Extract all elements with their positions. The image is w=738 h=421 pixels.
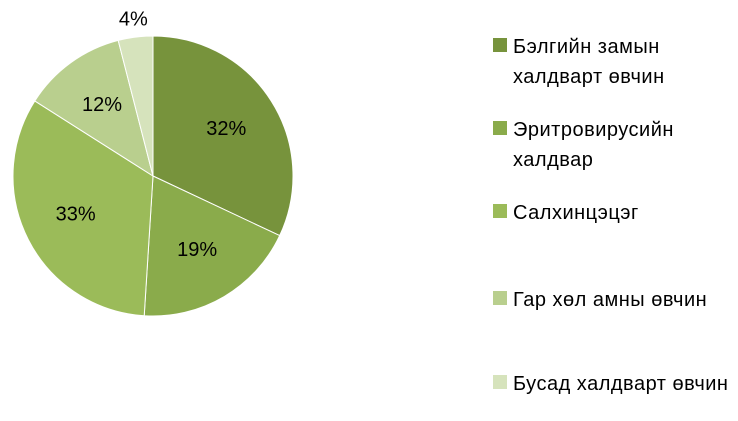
data-label: 32% bbox=[206, 118, 246, 140]
legend-label: Гар хөл амны өвчин bbox=[513, 289, 708, 311]
pie-slice bbox=[12, 100, 154, 317]
data-label: 4% bbox=[119, 9, 148, 31]
legend-swatch bbox=[493, 121, 507, 135]
legend-label: Эритровирусийн халдвар bbox=[513, 119, 674, 171]
pie-slice bbox=[117, 35, 154, 177]
chart: 32% 19% 33% 12% 4% bbox=[12, 9, 294, 317]
pie-slice bbox=[143, 175, 281, 317]
legend-item: Бусад халдварт өвчин bbox=[493, 369, 738, 399]
legend-item: Салхинцэцэг bbox=[493, 198, 738, 228]
data-label: 33% bbox=[56, 204, 96, 226]
data-label: 12% bbox=[82, 94, 122, 116]
legend-item: Эритровирусийн халдвар bbox=[493, 115, 738, 175]
legend-item: Гар хөл амны өвчин bbox=[493, 285, 738, 315]
legend-label: Бэлгийн замын халдварт өвчин bbox=[513, 36, 665, 88]
legend-label: Салхинцэцэг bbox=[513, 202, 639, 224]
pie-slice bbox=[34, 39, 154, 178]
legend-swatch bbox=[493, 204, 507, 218]
data-label: 19% bbox=[177, 239, 217, 261]
pie-slice bbox=[152, 35, 294, 237]
legend-swatch bbox=[493, 291, 507, 305]
legend-swatch bbox=[493, 38, 507, 52]
legend-label: Бусад халдварт өвчин bbox=[513, 373, 729, 395]
legend-swatch bbox=[493, 375, 507, 389]
legend-item: Бэлгийн замын халдварт өвчин bbox=[493, 32, 738, 92]
